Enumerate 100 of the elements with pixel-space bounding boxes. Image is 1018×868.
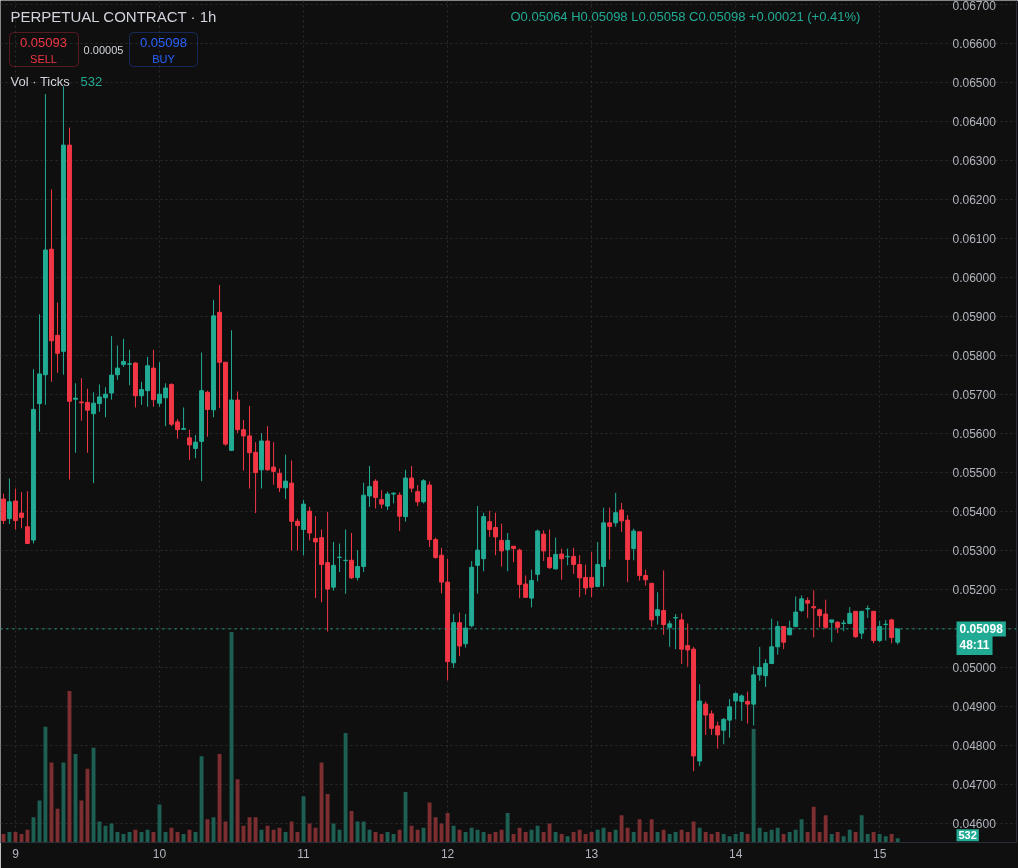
candlestick <box>613 492 619 528</box>
x-tick-label: 10 <box>152 846 167 861</box>
y-tick-label: 0.05000 <box>952 660 997 675</box>
candlestick <box>373 478 379 509</box>
x-tick-label: 15 <box>873 846 887 861</box>
bar <box>817 831 822 843</box>
bar <box>535 825 540 843</box>
bar <box>889 834 894 843</box>
candlestick <box>505 532 511 572</box>
y-tick-label: 0.05500 <box>952 465 997 480</box>
bar <box>721 834 726 843</box>
y-tick-label: 0.04600 <box>952 816 997 831</box>
bar <box>595 829 600 843</box>
bar <box>517 827 522 843</box>
candlestick <box>607 507 613 560</box>
bar <box>583 834 588 843</box>
bar <box>217 754 222 843</box>
bar <box>691 821 696 843</box>
candlestick <box>331 541 336 592</box>
annotation: 0.00005 <box>83 43 124 56</box>
bar <box>715 831 720 843</box>
annotation: 0.05093 <box>20 35 67 50</box>
candlestick <box>661 569 667 636</box>
bar <box>643 831 648 843</box>
annotation: 48:11 <box>959 637 990 652</box>
y-tick-label: 0.05600 <box>952 426 997 441</box>
bar <box>841 836 846 843</box>
x-tick-label: 9 <box>12 846 20 861</box>
candlestick <box>781 626 787 650</box>
bar <box>775 827 780 843</box>
bar <box>787 831 792 843</box>
bar <box>661 829 666 843</box>
bar <box>469 827 474 843</box>
bar <box>607 831 612 843</box>
candlestick <box>631 528 637 561</box>
bar <box>625 827 630 843</box>
candlestick <box>457 612 462 657</box>
bar <box>481 831 486 843</box>
candlestick <box>193 434 198 459</box>
x-tick-label: 11 <box>297 846 311 861</box>
bar <box>61 762 66 843</box>
candlestick <box>547 528 552 570</box>
y-tick-label: 0.06600 <box>952 36 997 51</box>
bar <box>673 831 678 843</box>
bar <box>739 831 744 843</box>
bar <box>397 829 402 843</box>
candlestick <box>529 569 534 608</box>
chart-title: Vol · Ticks <box>10 74 71 89</box>
bar <box>733 834 738 843</box>
bar <box>409 825 414 843</box>
bar <box>391 834 396 843</box>
y-tick-label: 0.06100 <box>952 231 997 246</box>
candlestick <box>541 529 547 562</box>
bar <box>43 726 48 843</box>
candlestick <box>349 532 354 580</box>
y-tick-label: 0.06300 <box>952 153 997 168</box>
bar <box>895 838 900 843</box>
bar <box>667 834 672 843</box>
bar <box>145 829 150 843</box>
y-tick-label: 0.04700 <box>952 777 997 792</box>
bar <box>451 825 456 843</box>
candlestick <box>283 454 288 500</box>
bar <box>25 829 30 843</box>
bar <box>289 821 294 843</box>
bar <box>541 831 546 843</box>
bar <box>763 831 768 843</box>
bar <box>685 831 690 843</box>
annotation: O0.05064 H0.05098 L0.05058 C0.05098 +0.00021 (+0.41%) <box>510 9 861 24</box>
candlestick <box>865 604 871 619</box>
bar <box>415 829 420 843</box>
candlestick <box>205 390 210 438</box>
bar <box>379 834 384 843</box>
candlestick <box>889 618 895 644</box>
y-tick-label: 0.06400 <box>952 114 997 129</box>
candlestick <box>421 478 426 504</box>
bar <box>589 831 594 843</box>
y-tick-label: 0.05300 <box>952 543 997 558</box>
bar <box>427 802 432 843</box>
y-tick-label: 0.06200 <box>952 192 997 207</box>
candlestick <box>559 548 565 581</box>
bar <box>325 794 330 843</box>
bar <box>829 834 834 843</box>
bar <box>601 827 606 843</box>
bar <box>847 829 852 843</box>
annotation: SELL <box>30 52 57 65</box>
y-tick-label: 0.05900 <box>952 309 997 324</box>
bar <box>343 733 348 843</box>
bar <box>781 834 786 843</box>
bar <box>697 827 702 843</box>
bar <box>865 834 870 843</box>
bar <box>487 834 492 843</box>
candlestick <box>6 477 12 525</box>
x-tick-label: 14 <box>728 846 743 861</box>
annotation: 532 <box>958 829 977 842</box>
y-tick-label: 0.05800 <box>952 348 997 363</box>
bar <box>805 831 810 843</box>
bar <box>637 819 642 843</box>
bar <box>769 829 774 843</box>
candlestick <box>415 484 421 507</box>
bar <box>619 815 624 843</box>
